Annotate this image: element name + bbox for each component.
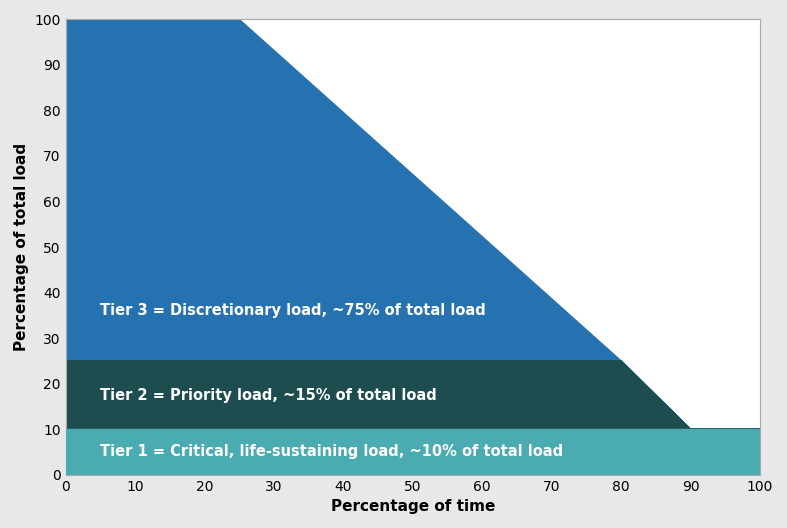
- Text: Tier 1 = Critical, life-sustaining load, ~10% of total load: Tier 1 = Critical, life-sustaining load,…: [101, 445, 563, 459]
- Polygon shape: [65, 20, 760, 429]
- Y-axis label: Percentage of total load: Percentage of total load: [14, 143, 29, 351]
- Polygon shape: [65, 429, 760, 475]
- Polygon shape: [65, 361, 760, 429]
- Text: Tier 2 = Priority load, ~15% of total load: Tier 2 = Priority load, ~15% of total lo…: [101, 388, 437, 402]
- Text: Tier 3 = Discretionary load, ~75% of total load: Tier 3 = Discretionary load, ~75% of tot…: [101, 303, 486, 318]
- X-axis label: Percentage of time: Percentage of time: [331, 499, 495, 514]
